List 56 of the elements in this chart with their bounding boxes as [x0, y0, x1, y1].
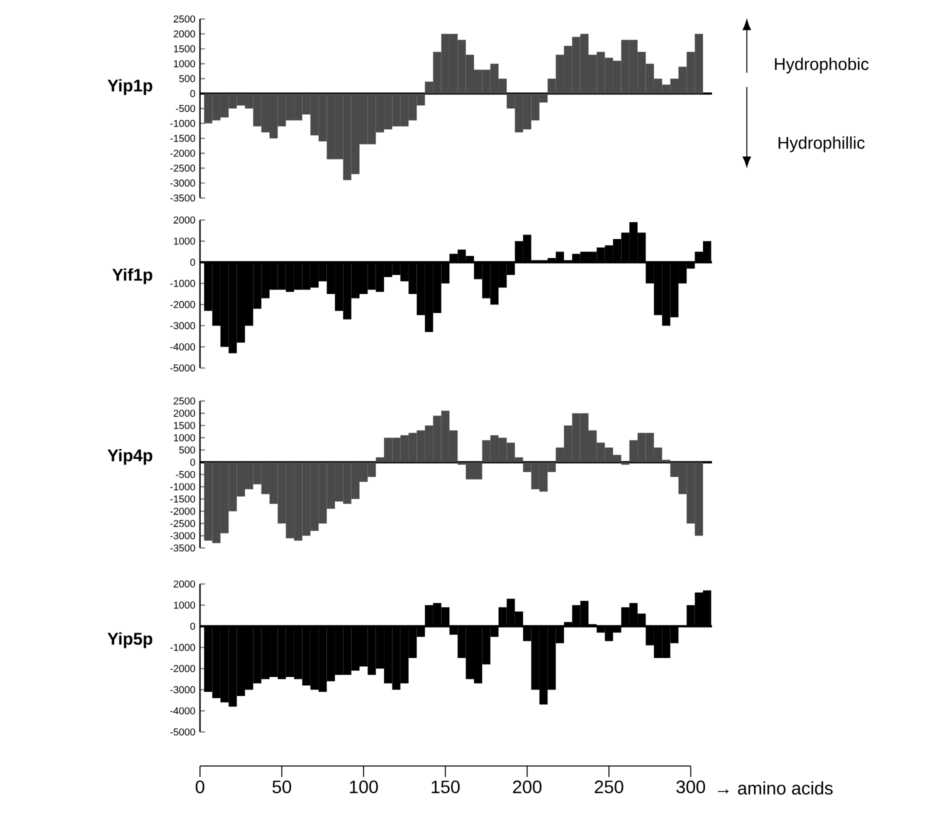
y-tick-label: 0 [190, 622, 196, 630]
y-tick-label: -5000 [170, 364, 196, 372]
y-tick-label: -3500 [170, 544, 196, 552]
x-tick-label: 200 [513, 780, 542, 794]
y-tick-label: -1000 [170, 644, 196, 651]
x-tick-label: 100 [350, 780, 378, 794]
y-tick-label: -2000 [170, 301, 196, 308]
y-tick-label: -500 [176, 470, 196, 478]
y-tick-label: 1000 [174, 238, 196, 245]
y-tick-label: 2500 [174, 15, 196, 23]
bar [621, 462, 630, 465]
y-axis-title: Yif1p [112, 268, 152, 284]
y-tick-label: -5000 [170, 728, 196, 736]
y-tick-label: -3000 [170, 180, 196, 187]
y-tick-label: 0 [190, 258, 196, 266]
y-tick-label: -3000 [170, 322, 196, 330]
y-tick-label: 500 [179, 446, 196, 454]
y-tick-label: 1000 [174, 602, 196, 609]
y-tick-label: -3000 [170, 532, 196, 540]
y-tick-label: -2500 [170, 164, 196, 172]
y-tick-label: -2500 [170, 520, 196, 528]
y-tick-label: -2000 [170, 150, 196, 157]
y-tick-label: 0 [190, 458, 196, 466]
y-tick-label: -4000 [170, 343, 196, 350]
y-tick-label: -4000 [170, 707, 196, 714]
y-axis-title: Yip5p [108, 632, 152, 648]
y-tick-label: -2000 [170, 508, 196, 515]
y-tick-label: 2000 [174, 30, 196, 38]
x-tick-label: 300 [676, 780, 706, 794]
y-tick-label: -500 [176, 104, 196, 112]
y-axis-title: Yip1p [108, 79, 152, 95]
y-tick-label: -1000 [170, 120, 196, 127]
y-axis-title: Yip4p [108, 448, 152, 465]
y-tick-label: 2000 [174, 216, 196, 224]
y-tick-label: -1000 [170, 280, 196, 287]
y-tick-label: 1500 [174, 45, 196, 52]
y-tick-label: -1500 [170, 134, 196, 142]
y-tick-label: 1000 [174, 60, 196, 68]
text: Hydrophobic [775, 58, 869, 74]
y-tick-label: 2500 [174, 397, 196, 405]
y-tick-label: 1500 [174, 422, 196, 430]
y-tick-label: -2000 [170, 665, 196, 672]
y-tick-label: 0 [190, 90, 196, 98]
y-tick-label: 500 [179, 75, 196, 82]
y-tick-label: 1000 [174, 434, 196, 442]
y-tick-label: 2000 [174, 580, 196, 588]
x-axis-title: → amino acids [718, 781, 833, 795]
y-tick-label: -1000 [170, 483, 196, 490]
y-tick-label: -3000 [170, 686, 196, 694]
x-tick-label: 50 [272, 780, 292, 794]
text: Hydrophillic [778, 136, 865, 152]
x-tick-label: 150 [432, 780, 460, 794]
x-tick-label: 250 [594, 780, 624, 794]
y-tick-label: -1500 [170, 495, 196, 503]
y-tick-label: -3500 [170, 194, 196, 202]
y-tick-label: 2000 [174, 410, 196, 417]
